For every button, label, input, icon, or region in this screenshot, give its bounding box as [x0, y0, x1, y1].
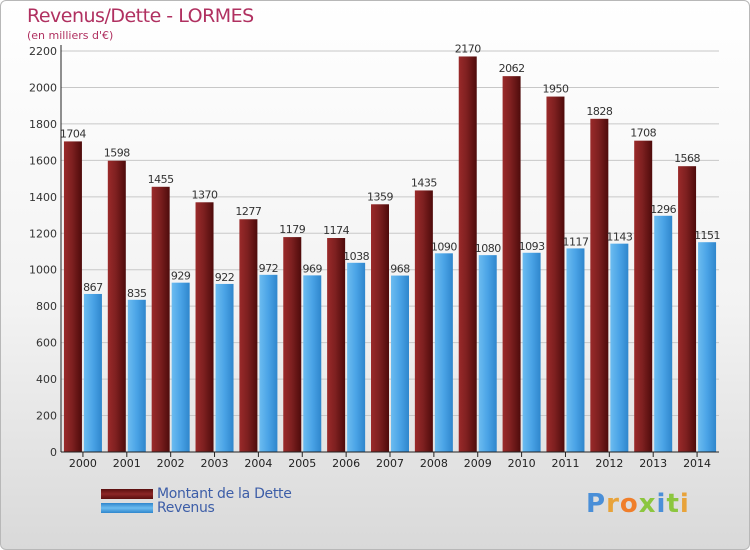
bar-revenus [434, 253, 453, 452]
x-tick-label: 2013 [639, 457, 667, 470]
x-tick-label: 2011 [551, 457, 579, 470]
bar-dette [502, 76, 521, 453]
x-tick-label: 2009 [464, 457, 492, 470]
y-tick-label: 1400 [29, 191, 57, 204]
x-tick-label: 2001 [113, 457, 141, 470]
bar-dette [283, 237, 302, 452]
y-tick-label: 600 [36, 337, 57, 350]
bar-dette [239, 219, 258, 452]
legend-label-dette: Montant de la Dette [157, 486, 292, 502]
bar-dette [458, 56, 477, 453]
data-label-dette: 1370 [192, 188, 218, 201]
legend-item-revenus: Revenus [101, 500, 292, 516]
data-label-dette: 1704 [60, 127, 86, 140]
data-label-revenus: 835 [127, 287, 147, 300]
bar-dette [327, 238, 346, 452]
data-label-revenus: 1117 [562, 235, 588, 248]
y-tick-label: 0 [50, 446, 57, 459]
x-tick-label: 2010 [508, 457, 536, 470]
data-label-revenus: 1080 [475, 242, 501, 255]
y-tick-label: 800 [36, 300, 57, 313]
data-label-dette: 1568 [674, 152, 700, 165]
bar-revenus [303, 275, 322, 452]
data-label-revenus: 1090 [431, 240, 457, 253]
chart-subtitle: (en milliers d'€) [27, 29, 114, 42]
y-tick-label: 1600 [29, 154, 57, 167]
data-label-revenus: 969 [303, 262, 323, 275]
bar-dette [63, 141, 82, 452]
y-tick-label: 1200 [29, 227, 57, 240]
legend-swatch-dette [101, 489, 153, 499]
bar-revenus [347, 262, 366, 452]
x-tick-label: 2014 [683, 457, 711, 470]
data-label-dette: 1277 [235, 205, 261, 218]
data-label-dette: 1179 [279, 223, 305, 236]
y-tick-label: 200 [36, 410, 57, 423]
data-label-dette: 1435 [411, 176, 437, 189]
data-label-revenus: 1151 [694, 229, 720, 242]
bar-revenus [478, 255, 497, 452]
chart-legend: Montant de la Dette Revenus [101, 486, 292, 516]
data-label-revenus: 968 [390, 263, 410, 276]
data-label-revenus: 922 [215, 271, 235, 284]
bar-revenus [215, 283, 234, 452]
x-tick-label: 2003 [201, 457, 229, 470]
data-label-dette: 2062 [499, 62, 525, 75]
data-label-revenus: 867 [83, 281, 103, 294]
bar-dette [371, 204, 389, 452]
legend-item-dette: Montant de la Dette [101, 486, 292, 502]
data-label-revenus: 1143 [606, 231, 632, 244]
x-tick-label: 2000 [69, 457, 97, 470]
bar-revenus [566, 248, 585, 452]
data-label-dette: 1828 [586, 105, 612, 118]
bar-dette [414, 190, 433, 452]
bar-dette [107, 160, 126, 452]
bar-revenus [127, 299, 146, 452]
bar-revenus [259, 274, 278, 452]
y-tick-label: 1000 [29, 264, 57, 277]
bar-revenus [83, 293, 102, 452]
bar-revenus [610, 243, 629, 452]
bar-dette [590, 118, 609, 453]
x-tick-label: 2004 [244, 457, 272, 470]
data-label-dette: 1174 [323, 224, 349, 237]
y-tick-label: 400 [36, 373, 57, 386]
x-tick-label: 2005 [288, 457, 316, 470]
bar-dette [678, 166, 697, 453]
y-tick-label: 2200 [29, 45, 57, 58]
bar-revenus [522, 252, 541, 452]
data-label-dette: 1708 [630, 127, 656, 140]
x-tick-label: 2006 [332, 457, 360, 470]
data-label-revenus: 972 [259, 262, 279, 275]
bar-revenus [654, 215, 673, 452]
data-label-dette: 1359 [367, 190, 393, 203]
y-tick-label: 1800 [29, 118, 57, 131]
data-label-dette: 1455 [148, 173, 174, 186]
bar-revenus [171, 282, 190, 452]
x-tick-label: 2008 [420, 457, 448, 470]
bar-dette [195, 202, 214, 452]
data-label-revenus: 1093 [519, 240, 545, 253]
data-label-dette: 2170 [455, 42, 481, 55]
bar-dette [634, 140, 653, 453]
legend-swatch-revenus [101, 503, 153, 513]
data-label-revenus: 1296 [650, 203, 676, 216]
chart-title: Revenus/Dette - LORMES [27, 5, 254, 27]
data-label-revenus: 1038 [343, 250, 369, 263]
data-label-dette: 1950 [542, 83, 568, 96]
data-label-dette: 1598 [104, 147, 130, 160]
x-tick-label: 2012 [595, 457, 623, 470]
bar-dette [546, 96, 565, 453]
x-tick-label: 2007 [376, 457, 404, 470]
proxiti-logo: Proxiti [586, 489, 690, 519]
x-tick-label: 2002 [157, 457, 185, 470]
bar-revenus [698, 242, 717, 452]
data-label-revenus: 929 [171, 270, 191, 283]
bar-revenus [391, 275, 409, 452]
y-tick-label: 2000 [29, 81, 57, 94]
bar-dette [151, 186, 170, 452]
legend-label-revenus: Revenus [157, 500, 215, 516]
